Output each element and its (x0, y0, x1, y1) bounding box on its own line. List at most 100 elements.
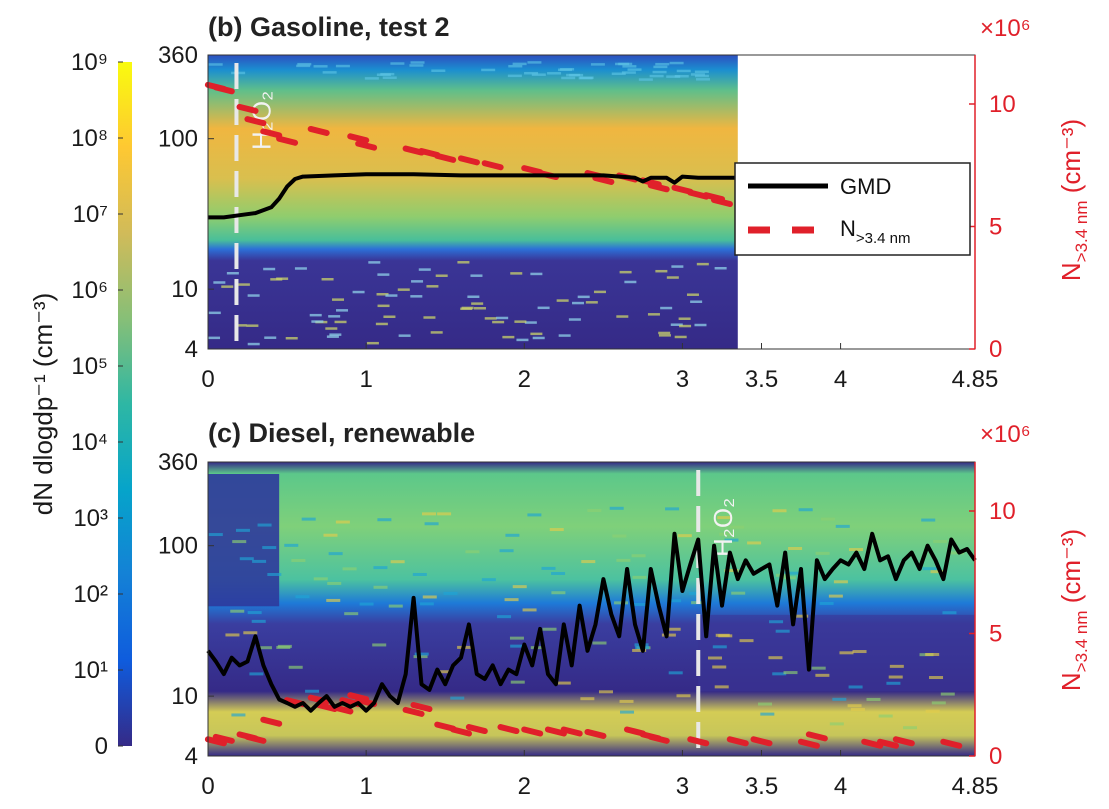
y-right-tick-label: 5 (989, 214, 1002, 241)
heatmap-speckle (794, 614, 809, 618)
x-tick-label: 3.5 (745, 773, 778, 800)
n-series-mark (647, 733, 670, 744)
n-series-mark (434, 152, 457, 163)
panel-b-y-left-axis: 4 10 100 360 (158, 42, 214, 363)
heatmap-speckle (234, 324, 247, 327)
heatmap-speckle (815, 551, 830, 555)
heatmap-speckle (364, 77, 379, 80)
heatmap-speckle (403, 713, 418, 717)
heatmap-speckle (285, 336, 298, 340)
n-series-mark (861, 738, 884, 749)
heatmap-speckle (715, 633, 730, 637)
heatmap-speckle (784, 571, 799, 575)
n-series-mark (457, 155, 480, 166)
panel-c-y-left-axis: 4 10 100 360 (158, 449, 214, 770)
heatmap-speckle (470, 274, 483, 277)
heatmap-speckle (547, 72, 562, 75)
heatmap-speckle (719, 532, 734, 536)
heatmap-speckle (614, 601, 629, 605)
heatmap-speckle (208, 336, 221, 340)
heatmap-speckle (321, 277, 334, 281)
heatmap-speckle (336, 309, 349, 312)
n-series-mark (465, 724, 488, 735)
heatmap-speckle (612, 534, 627, 538)
heatmap-speckle (690, 73, 705, 76)
heatmap-speckle (609, 506, 624, 510)
heatmap-speckle (492, 320, 505, 324)
x-tick-label: 1 (359, 773, 372, 800)
n-series-mark (347, 133, 370, 144)
heatmap-speckle (507, 74, 522, 78)
x-tick-label: 0 (201, 773, 214, 800)
heatmap-speckle (467, 295, 480, 298)
heatmap-speckle (658, 334, 671, 337)
heatmap-speckle (373, 566, 388, 570)
heatmap-speckle (527, 61, 542, 64)
heatmap-speckle (568, 318, 581, 321)
heatmap-speckle (512, 585, 527, 589)
heatmap-speckle (541, 566, 556, 570)
heatmap-speckle (481, 68, 496, 72)
n-series-mark (236, 103, 259, 114)
heatmap-speckle (677, 534, 692, 538)
heatmap-speckle (925, 709, 940, 713)
n-series-mark (307, 125, 330, 136)
heatmap-speckle (397, 288, 410, 291)
heatmap-speckle (674, 74, 689, 78)
n-series-mark (355, 140, 378, 151)
heatmap-speckle (558, 334, 571, 337)
heatmap-speckle (632, 648, 647, 652)
heatmap-speckle (499, 549, 514, 553)
heatmap-speckle (694, 74, 709, 78)
y-tick-label: 10 (171, 683, 198, 710)
heatmap-speckle (686, 293, 699, 296)
heatmap-speckle (624, 280, 637, 284)
heatmap-speckle (674, 335, 687, 339)
n-series-mark (260, 716, 283, 727)
heatmap-speckle (760, 712, 775, 716)
heatmap-speckle (530, 332, 543, 336)
panel-c-gmd-line (206, 531, 977, 713)
heatmap-speckle (724, 538, 739, 542)
heatmap-speckle (524, 321, 537, 324)
heatmap-speckle (423, 316, 436, 319)
heatmap-speckle (660, 306, 673, 310)
heatmap-speckle (246, 324, 259, 327)
heatmap-speckle (295, 595, 310, 599)
heatmap-speckle (678, 317, 691, 320)
heatmap-speckle (835, 524, 850, 528)
heatmap-speckle (225, 633, 240, 637)
heatmap-speckle (694, 70, 709, 74)
n-series-mark (592, 174, 615, 185)
heatmap-speckle (213, 281, 226, 284)
n-series-mark (410, 702, 433, 712)
heatmap-speckle (758, 702, 773, 706)
heatmap-speckle (410, 295, 423, 298)
heatmap-speckle (377, 304, 390, 308)
heatmap-speckle (243, 631, 258, 635)
y-tick-label: 360 (158, 449, 198, 476)
colorbar-tick-label: 10¹ (73, 657, 108, 684)
heatmap-speckle (925, 652, 940, 656)
heatmap-speckle (676, 69, 691, 73)
heatmap-speckle (334, 320, 347, 324)
heatmap-speckle (670, 323, 683, 326)
heatmap-speckle (714, 266, 727, 270)
heatmap-speckle (829, 722, 844, 726)
heatmap-speckle (262, 546, 277, 550)
heatmap-speckle (328, 315, 341, 318)
heatmap-speckle (587, 508, 602, 512)
n-series-mark (450, 726, 473, 737)
heatmap-speckle (301, 517, 316, 521)
heatmap-speckle (590, 63, 605, 66)
heatmap-speckle (437, 512, 452, 516)
heatmap-speckle (390, 62, 405, 65)
heatmap-speckle (414, 652, 429, 656)
heatmap-speckle (410, 61, 425, 64)
heatmap-speckle (372, 643, 387, 647)
y-right-tick-label: 0 (989, 743, 1002, 770)
heatmap-speckle (388, 604, 403, 608)
y-tick-label: 360 (158, 42, 198, 69)
heatmap-speckle (611, 72, 626, 76)
heatmap-speckle (251, 619, 266, 623)
